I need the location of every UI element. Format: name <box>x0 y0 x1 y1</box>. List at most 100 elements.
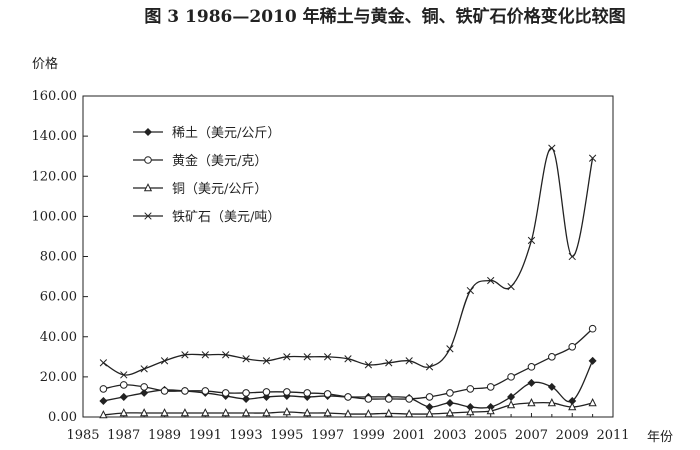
series-2-point <box>466 385 475 393</box>
series-4-point <box>160 357 169 365</box>
series-4-point <box>242 355 250 363</box>
y-axis-label: 价格 <box>32 56 58 72</box>
series-3-point <box>445 408 455 417</box>
series-4-point <box>262 357 271 365</box>
legend-item-1: 稀土（美元/公斤） <box>133 126 280 141</box>
series-3-point <box>99 410 108 419</box>
series-layer <box>99 144 597 419</box>
x-tick-label: 2001 <box>393 428 426 443</box>
x-tick-label: 2003 <box>433 428 466 443</box>
series-3-point <box>119 408 128 417</box>
series-2-point <box>344 393 352 401</box>
series-4-point <box>283 353 291 361</box>
series-2 <box>99 324 597 403</box>
series-3-point <box>506 400 516 409</box>
series-3-point <box>384 408 393 417</box>
series-2-point <box>99 385 108 393</box>
legend-swatch-marker <box>144 156 152 164</box>
series-2-point <box>548 353 556 361</box>
series-3-point <box>364 409 373 418</box>
legend-item-3: 铜（美元/公斤） <box>133 182 267 197</box>
series-4-point <box>323 353 332 361</box>
series-4-line <box>103 147 594 376</box>
series-2-point <box>242 389 250 397</box>
x-tick-label: 2009 <box>556 428 589 443</box>
x-tick-label: 1985 <box>66 428 99 443</box>
series-4-point <box>548 144 556 152</box>
series-3-point <box>180 408 190 417</box>
legend-label: 铜（美元/公斤） <box>172 182 267 197</box>
series-3-point <box>323 408 332 417</box>
y-tick-label: 120.00 <box>32 169 78 184</box>
x-tick-label: 1991 <box>189 428 222 443</box>
series-1-point <box>445 398 454 407</box>
legend-label: 铁矿石（美元/吨） <box>172 210 280 225</box>
series-2-point <box>588 324 597 333</box>
series-2-point <box>303 389 312 397</box>
series-2-point <box>384 395 393 403</box>
series-2-point <box>181 387 189 395</box>
x-tick-label: 1989 <box>148 428 181 443</box>
x-tick-label: 1993 <box>230 428 263 443</box>
series-4-point <box>201 351 209 359</box>
y-tick-label: 60.00 <box>40 290 77 305</box>
legend-label: 稀土（美元/公斤） <box>172 126 280 141</box>
series-3-point <box>343 409 353 418</box>
x-tick-label: 1987 <box>107 428 140 443</box>
legend: 稀土（美元/公斤） 黄金（美元/克） 铜（美元/公斤） 铁矿石（美元/吨） <box>133 126 280 225</box>
series-2-point <box>364 395 373 403</box>
legend-label: 黄金（美元/克） <box>172 153 267 169</box>
series-4-point <box>466 286 474 295</box>
series-3-point <box>140 408 149 417</box>
y-tick-label: 20.00 <box>40 370 77 385</box>
series-2-point <box>568 342 577 351</box>
legend-swatch-marker <box>143 127 153 137</box>
series-3-point <box>160 408 169 417</box>
series-1 <box>99 356 597 411</box>
series-3-point <box>282 407 291 416</box>
series-1-point <box>527 378 536 387</box>
series-2-point <box>119 381 128 389</box>
series-1-point <box>242 394 251 403</box>
series-2-line <box>103 328 594 400</box>
y-tick-label: 80.00 <box>40 250 77 265</box>
series-2-point <box>160 387 169 395</box>
series-3-point <box>201 408 210 417</box>
series-1-point <box>140 388 149 397</box>
x-tick-label: 2007 <box>515 428 548 443</box>
x-tick-label: 1997 <box>311 428 344 443</box>
y-tick-label: 0.00 <box>48 410 77 425</box>
series-4-point <box>222 351 230 359</box>
legend-item-4: 铁矿石（美元/吨） <box>133 210 280 225</box>
y-tick-label: 160.00 <box>32 89 78 104</box>
series-3-point <box>568 402 577 411</box>
series-2-point <box>283 388 291 396</box>
series-2-point <box>201 387 210 395</box>
series-2-point <box>323 390 332 398</box>
series-3-point <box>221 408 230 417</box>
series-4-point <box>364 361 373 369</box>
series-4-point <box>507 282 515 291</box>
series-3-point <box>425 409 434 418</box>
series-3-point <box>262 408 271 417</box>
x-tick-label: 2011 <box>596 428 629 443</box>
series-3-point <box>588 398 597 407</box>
series-4-point <box>588 154 597 162</box>
series-3-point <box>527 398 536 407</box>
series-4-point <box>405 357 413 365</box>
series-4-point <box>425 363 434 371</box>
y-tick-label: 100.00 <box>32 209 78 224</box>
series-3-point <box>303 408 312 417</box>
series-4-point <box>99 359 108 367</box>
series-3-point <box>547 398 556 407</box>
series-4-point <box>181 351 189 359</box>
x-tick-label: 1999 <box>352 428 385 443</box>
chart-title: 图 3 1986—2010 年稀土与黄金、铜、铁矿石价格变化比较图 <box>144 6 625 27</box>
series-3-point <box>241 408 251 417</box>
series-4-point <box>385 359 393 367</box>
series-2-point <box>527 363 536 371</box>
series-2-point <box>486 383 495 391</box>
series-4-point <box>120 371 128 379</box>
series-2-point <box>140 383 148 391</box>
y-tick-label: 40.00 <box>40 330 77 345</box>
